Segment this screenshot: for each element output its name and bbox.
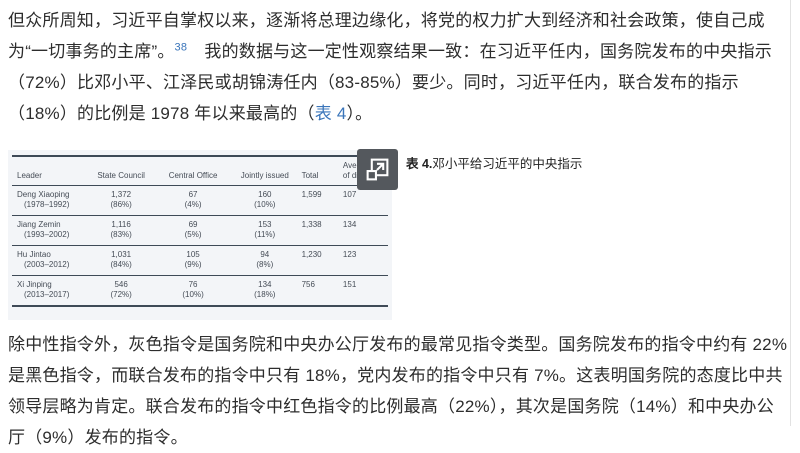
cell-jointly: 153 (11%) [229, 215, 301, 246]
value: 105 [186, 250, 200, 259]
value: 76 [188, 280, 198, 289]
value: 69 [188, 220, 198, 229]
cell-state-council: 1,031 (84%) [85, 245, 158, 276]
cell-total: 1,230 [300, 245, 342, 276]
value: 67 [188, 190, 198, 199]
value: 160 [258, 190, 272, 199]
value: 94 [260, 250, 270, 259]
header-jointly-issued: Jointly issued [229, 155, 301, 186]
cell-average: 107 [341, 185, 388, 216]
cell-central-office: 67 (4%) [157, 185, 230, 216]
table4-figure-row: Leader State Council Central Office Join… [8, 149, 790, 320]
value: 153 [258, 220, 272, 229]
leader-name: Hu Jintao [17, 250, 51, 259]
value: 546 [114, 280, 128, 289]
cell-state-council: 1,116 (83%) [85, 215, 158, 246]
value-pct: (84%) [110, 260, 132, 269]
value-pct: (18%) [254, 290, 276, 299]
table4-figure[interactable]: Leader State Council Central Office Join… [8, 149, 398, 320]
cell-total: 756 [300, 275, 342, 307]
value-pct: (8%) [256, 260, 274, 269]
cell-total: 1,599 [300, 185, 342, 216]
value: 1,116 [111, 220, 131, 229]
cell-leader: Xi Jinping (2013–2017) [12, 275, 86, 307]
table-row: Jiang Zemin (1993–2002) 1,116 (83%) 69 (5%)… [12, 215, 388, 246]
page-edge-divider [790, 0, 791, 426]
paragraph-2: 除中性指令外，灰色指令是国务院和中央办公厅发布的最常见指令类型。国务院发布的指令… [8, 335, 788, 447]
table-row: Hu Jintao (2003–2012) 1,031 (84%) 105 (9%) … [12, 245, 388, 276]
value-pct: (10%) [182, 290, 204, 299]
value-pct: (4%) [184, 200, 202, 209]
cell-jointly: 160 (10%) [229, 185, 301, 216]
leader-years: (1978–1992) [24, 200, 70, 209]
expand-table-button[interactable] [357, 149, 398, 190]
leader-name: Jiang Zemin [17, 220, 61, 229]
value-pct: (11%) [254, 230, 276, 239]
value-pct: (9%) [184, 260, 202, 269]
leader-years: (2013–2017) [24, 290, 70, 299]
table-caption-label: 表 4. [406, 157, 433, 171]
leader-years: (2003–2012) [24, 260, 70, 269]
leader-name: Deng Xiaoping [17, 190, 70, 199]
value: 1,031 [111, 250, 132, 259]
cell-central-office: 76 (10%) [157, 275, 230, 307]
cell-leader: Hu Jintao (2003–2012) [12, 245, 86, 276]
text-run: ）。 [346, 104, 373, 123]
cell-central-office: 105 (9%) [157, 245, 230, 276]
cell-total: 1,338 [300, 215, 342, 246]
footnote-38-link[interactable]: 38 [174, 41, 188, 54]
cell-average: 151 [341, 275, 388, 307]
cell-jointly: 134 (18%) [229, 275, 301, 307]
value: 1,372 [111, 190, 132, 199]
cell-state-council: 1,372 (86%) [85, 185, 158, 216]
expand-icon [366, 158, 389, 181]
table-caption: 表 4.邓小平给习近平的中央指示 [406, 150, 582, 174]
value-pct: (5%) [184, 230, 202, 239]
header-total: Total [300, 155, 342, 186]
text-run: 但众所周知，习近平自掌权以来，逐渐将总理边缘化，将党的权力扩大到经济和社会政策，… [8, 11, 765, 61]
table-caption-title: 邓小平给习近平的中央指示 [432, 157, 583, 171]
cell-average: 123 [341, 245, 388, 276]
value-pct: (83%) [110, 230, 132, 239]
paragraph-1: 但众所周知，习近平自掌权以来，逐渐将总理边缘化，将党的权力扩大到经济和社会政策，… [8, 5, 790, 129]
header-state-council: State Council [85, 155, 158, 186]
value-pct: (86%) [110, 200, 132, 209]
cell-state-council: 546 (72%) [85, 275, 158, 307]
leader-years: (1993–2002) [24, 230, 70, 239]
cell-central-office: 69 (5%) [157, 215, 230, 246]
cell-leader: Deng Xiaoping (1978–1992) [12, 185, 86, 216]
cell-jointly: 94 (8%) [229, 245, 301, 276]
table4: Leader State Council Central Office Join… [12, 155, 388, 307]
text-run: 我的数据与这一定性观察结果一致：在习近平任内，国务院发布的中央指示（72%）比邓… [8, 42, 772, 123]
value: 134 [258, 280, 272, 289]
header-central-office: Central Office [157, 155, 230, 186]
value-pct: (72%) [110, 290, 132, 299]
table-header-row: Leader State Council Central Office Join… [12, 155, 388, 186]
leader-name: Xi Jinping [17, 280, 52, 289]
cell-average: 134 [341, 215, 388, 246]
cell-leader: Jiang Zemin (1993–2002) [12, 215, 86, 246]
table-row: Deng Xiaoping (1978–1992) 1,372 (86%) 67 (4… [12, 185, 388, 216]
header-leader: Leader [12, 155, 86, 186]
table-row: Xi Jinping (2013–2017) 546 (72%) 76 (10%) 1… [12, 275, 388, 307]
value-pct: (10%) [254, 200, 276, 209]
table4-link[interactable]: 表 4 [314, 104, 347, 123]
